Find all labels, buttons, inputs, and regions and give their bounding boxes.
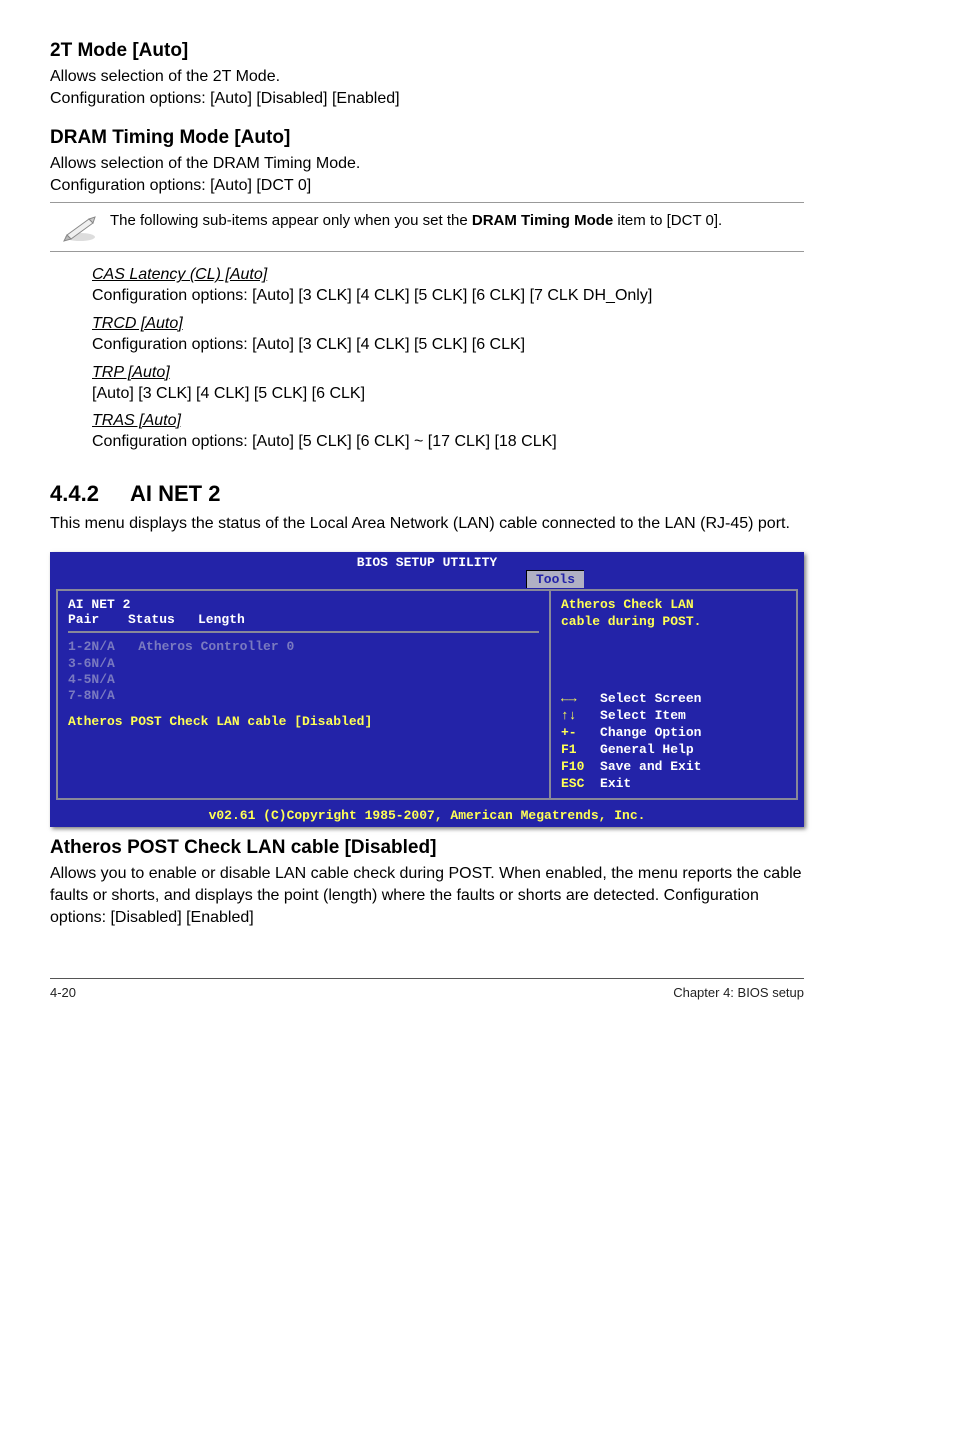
col-length: Length bbox=[198, 612, 245, 627]
sub-items-block: CAS Latency (CL) [Auto] Configuration op… bbox=[92, 266, 804, 452]
page-number: 4-20 bbox=[50, 985, 76, 1000]
text-line: Allows selection of the 2T Mode. bbox=[50, 68, 280, 85]
arrows-lr-icon: ←→ bbox=[561, 691, 577, 706]
bios-row: 7-8N/A bbox=[68, 688, 539, 704]
key-label: Save and Exit bbox=[600, 759, 701, 774]
subhead-cas: CAS Latency (CL) [Auto] bbox=[92, 266, 804, 284]
row-extra: Atheros Controller 0 bbox=[115, 639, 294, 654]
bios-right-panel: Atheros Check LAN cable during POST. ←→ … bbox=[551, 589, 798, 800]
help-line: Atheros Check LAN bbox=[561, 597, 694, 612]
body-text: Allows you to enable or disable LAN cabl… bbox=[50, 863, 804, 928]
bios-help-text: Atheros Check LAN cable during POST. bbox=[561, 597, 786, 631]
heading-ainet2: 4.4.2AI NET 2 bbox=[50, 481, 804, 507]
bios-title: BIOS SETUP UTILITY bbox=[357, 555, 497, 570]
key-label: Exit bbox=[600, 776, 631, 791]
bios-key-legend: ←→ Select Screen ↑↓ Select Item +- Chang… bbox=[561, 691, 786, 792]
note-text: The following sub-items appear only when… bbox=[110, 211, 722, 231]
bios-row: 4-5N/A bbox=[68, 672, 539, 688]
bios-row: 3-6N/A bbox=[68, 656, 539, 672]
row-pair: 7-8 bbox=[68, 688, 91, 703]
col-pair: Pair bbox=[68, 612, 128, 627]
note-callout: The following sub-items appear only when… bbox=[50, 202, 804, 252]
note-suffix: item to [DCT 0]. bbox=[613, 212, 722, 229]
row-pair: 1-2 bbox=[68, 639, 91, 654]
subbody-trcd: Configuration options: [Auto] [3 CLK] [4… bbox=[92, 334, 804, 356]
subhead-tras: TRAS [Auto] bbox=[92, 412, 804, 430]
f1-key: F1 bbox=[561, 742, 577, 757]
plusminus-icon: +- bbox=[561, 725, 577, 740]
row-val: N/A bbox=[91, 639, 114, 654]
bios-footer: v02.61 (C)Copyright 1985-2007, American … bbox=[50, 806, 804, 827]
text-line: Allows selection of the DRAM Timing Mode… bbox=[50, 155, 360, 172]
section-title: AI NET 2 bbox=[130, 481, 220, 506]
help-line: cable during POST. bbox=[561, 614, 701, 629]
note-bold: DRAM Timing Mode bbox=[472, 212, 613, 229]
bios-left-panel: AI NET 2 PairStatusLength 1-2N/A Atheros… bbox=[56, 589, 551, 800]
esc-key: ESC bbox=[561, 776, 584, 791]
heading-2t-mode: 2T Mode [Auto] bbox=[50, 40, 804, 62]
section-number: 4.4.2 bbox=[50, 481, 130, 507]
row-pair: 3-6 bbox=[68, 656, 91, 671]
bios-body: AI NET 2 PairStatusLength 1-2N/A Atheros… bbox=[50, 589, 804, 806]
note-prefix: The following sub-items appear only when… bbox=[110, 212, 472, 229]
spacer bbox=[68, 729, 539, 789]
text-line: Configuration options: [Auto] [Disabled]… bbox=[50, 90, 400, 107]
bios-panel-header: AI NET 2 PairStatusLength bbox=[68, 597, 539, 633]
subbody-tras: Configuration options: [Auto] [5 CLK] [6… bbox=[92, 431, 804, 453]
key-label: Select Screen bbox=[600, 691, 701, 706]
bios-row: 1-2N/A Atheros Controller 0 bbox=[68, 639, 539, 655]
bios-header: BIOS SETUP UTILITY Tools bbox=[50, 552, 804, 589]
body-text: Allows selection of the DRAM Timing Mode… bbox=[50, 153, 804, 196]
heading-atheros-post: Atheros POST Check LAN cable [Disabled] bbox=[50, 837, 804, 859]
row-val: N/A bbox=[91, 672, 114, 687]
chapter-label: Chapter 4: BIOS setup bbox=[673, 985, 804, 1000]
arrows-ud-icon: ↑↓ bbox=[561, 708, 577, 723]
row-val: N/A bbox=[91, 688, 114, 703]
note-icon bbox=[50, 211, 110, 243]
heading-dram-timing: DRAM Timing Mode [Auto] bbox=[50, 127, 804, 149]
key-label: General Help bbox=[600, 742, 694, 757]
body-text: Allows selection of the 2T Mode. Configu… bbox=[50, 66, 804, 109]
subhead-trcd: TRCD [Auto] bbox=[92, 315, 804, 333]
body-text: This menu displays the status of the Loc… bbox=[50, 513, 804, 535]
subbody-trp: [Auto] [3 CLK] [4 CLK] [5 CLK] [6 CLK] bbox=[92, 383, 804, 405]
bios-left-title: AI NET 2 bbox=[68, 597, 130, 612]
subbody-cas: Configuration options: [Auto] [3 CLK] [4… bbox=[92, 285, 804, 307]
bios-selected-option: Atheros POST Check LAN cable [Disabled] bbox=[68, 714, 539, 729]
bios-tab-tools: Tools bbox=[526, 570, 584, 588]
text-line: Configuration options: [Auto] [DCT 0] bbox=[50, 177, 311, 194]
page-footer: 4-20 Chapter 4: BIOS setup bbox=[50, 978, 804, 1000]
bios-screenshot: BIOS SETUP UTILITY Tools AI NET 2 PairSt… bbox=[50, 552, 804, 827]
f10-key: F10 bbox=[561, 759, 584, 774]
row-val: N/A bbox=[91, 656, 114, 671]
row-pair: 4-5 bbox=[68, 672, 91, 687]
key-label: Select Item bbox=[600, 708, 686, 723]
key-label: Change Option bbox=[600, 725, 701, 740]
subhead-trp: TRP [Auto] bbox=[92, 364, 804, 382]
col-status: Status bbox=[128, 612, 198, 627]
